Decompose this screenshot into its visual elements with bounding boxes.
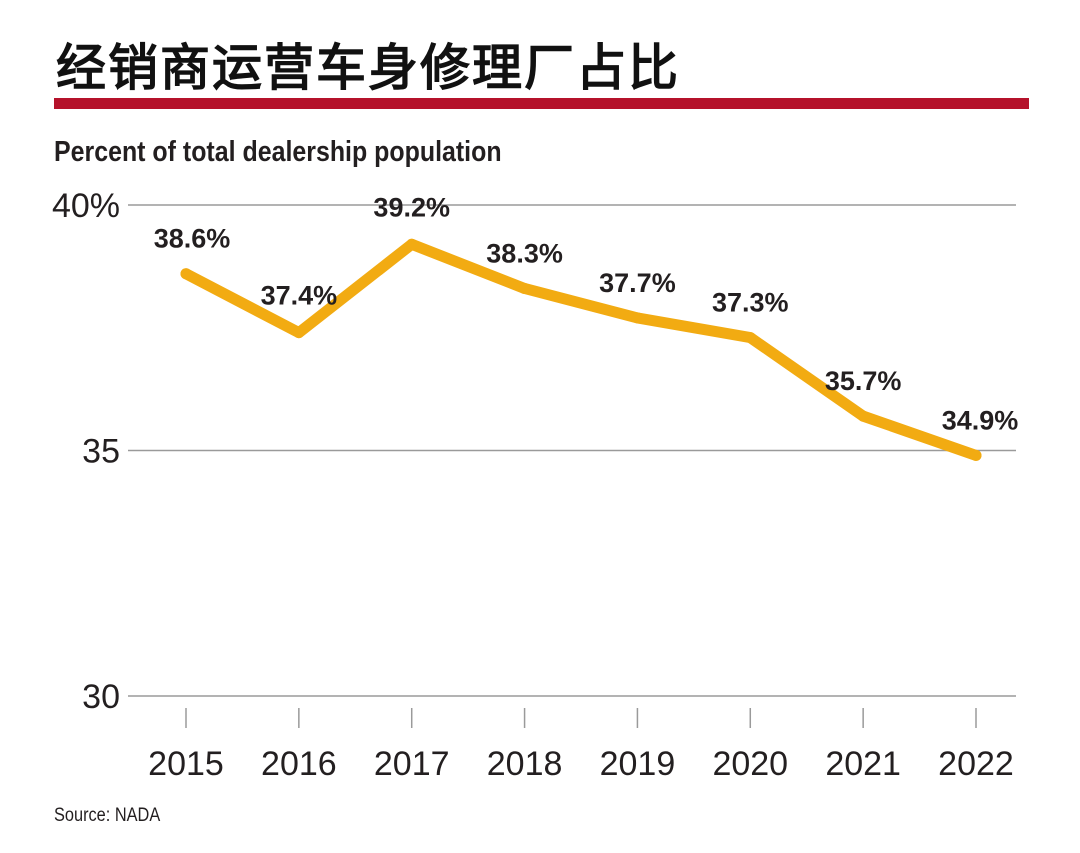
x-tick-label: 2017	[374, 745, 450, 783]
chart-subtitle: Percent of total dealership population	[54, 136, 502, 168]
data-label: 35.7%	[825, 366, 902, 396]
data-label: 37.4%	[261, 281, 338, 311]
x-tick-label: 2019	[600, 745, 676, 783]
data-point	[180, 268, 192, 280]
line-layer	[180, 238, 982, 461]
grid-layer: 40% 35 30	[52, 187, 1016, 716]
data-label: 38.6%	[154, 224, 231, 254]
x-tick-label: 2018	[487, 745, 563, 783]
x-tick-label: 2022	[938, 745, 1014, 783]
data-label: 34.9%	[942, 405, 1019, 435]
data-label: 39.2%	[373, 192, 450, 222]
x-tick-layer: 2015 2016 2017 2018 2019 2020 2021 2022	[148, 708, 1014, 783]
data-label: 37.3%	[712, 288, 789, 318]
source-note: Source: NADA	[54, 805, 161, 826]
y-tick-label: 35	[82, 433, 120, 471]
data-point	[857, 410, 869, 422]
x-tick-label: 2021	[825, 745, 901, 783]
y-tick-label: 40%	[52, 187, 120, 225]
data-label: 38.3%	[486, 238, 563, 268]
chart-title: 经销商运营车身修理厂占比	[56, 39, 680, 97]
data-point	[631, 312, 643, 324]
data-point	[744, 332, 756, 344]
data-point	[519, 282, 531, 294]
x-tick-label: 2020	[712, 745, 788, 783]
x-tick-label: 2016	[261, 745, 337, 783]
title-rule	[54, 98, 1029, 109]
series-line	[180, 238, 982, 461]
data-point	[970, 449, 982, 461]
x-tick-label: 2015	[148, 745, 224, 783]
data-label-layer: 38.6% 37.4% 39.2% 38.3% 37.7% 37.3% 35.7% 34.9%	[154, 192, 1019, 435]
y-tick-label: 30	[82, 678, 120, 716]
data-point	[293, 327, 305, 339]
data-label: 37.7%	[599, 268, 676, 298]
data-point	[406, 238, 418, 250]
